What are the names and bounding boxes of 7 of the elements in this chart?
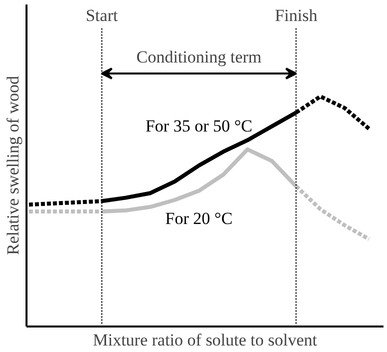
series-label: For 35 or 50 °C: [145, 116, 252, 136]
series-label: For 20 °C: [165, 209, 233, 228]
y-axis-title: Relative swelling of wood: [4, 76, 22, 255]
text: Conditioning term: [136, 48, 262, 67]
text: Finish: [274, 6, 318, 26]
x-axis-title: Mixture ratio of solute to solvent: [92, 330, 318, 350]
text: Start: [86, 6, 118, 26]
